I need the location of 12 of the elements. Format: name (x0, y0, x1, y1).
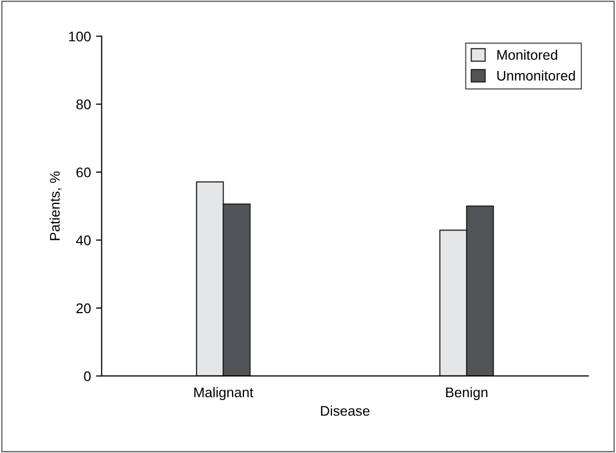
y-axis-title: Patients, % (50, 171, 62, 240)
y-tick-label: 40 (76, 235, 91, 246)
y-tick-label: 20 (76, 303, 91, 314)
legend-label: Unmonitored (497, 70, 575, 81)
x-axis-title: Disease (321, 406, 370, 416)
y-tick-label: 100 (69, 32, 91, 42)
x-tick-label: Benign (446, 387, 488, 400)
y-tick-label: 0 (84, 371, 91, 382)
legend-label: Monitored (497, 50, 558, 60)
y-tick-label: 60 (76, 167, 91, 178)
x-tick-label: Malignant (194, 387, 254, 400)
y-tick-label: 80 (76, 100, 91, 110)
